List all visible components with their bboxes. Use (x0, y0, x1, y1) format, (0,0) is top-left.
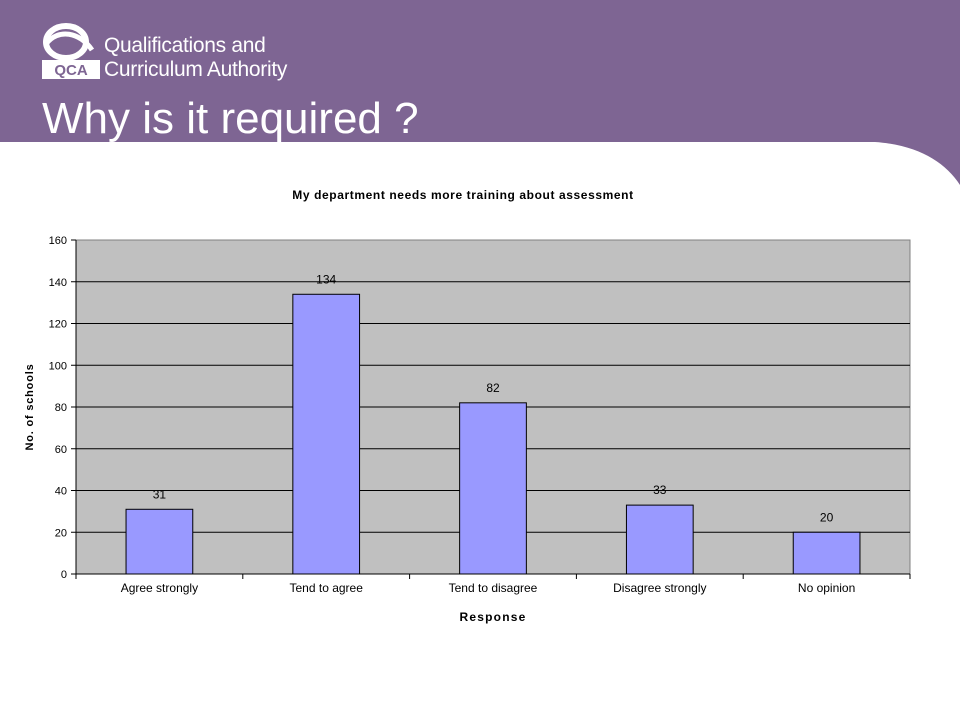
x-tick-label: Agree strongly (121, 581, 198, 595)
bar-chart: My department needs more training about … (24, 188, 911, 624)
y-tick-label: 100 (49, 360, 67, 372)
data-label: 31 (153, 487, 167, 501)
bar (792, 531, 861, 575)
y-tick-label: 80 (55, 402, 67, 414)
bar (459, 402, 527, 575)
bar (292, 293, 361, 575)
slide-title: Why is it required ? (42, 94, 419, 143)
x-tick-label: No opinion (798, 581, 855, 595)
x-tick-label: Tend to agree (290, 581, 364, 595)
data-label: 33 (653, 483, 667, 497)
y-tick-label: 160 (49, 235, 67, 247)
y-axis-label: No. of schools (24, 364, 36, 451)
x-tick-label: Tend to disagree (449, 581, 538, 595)
y-tick-label: 0 (61, 569, 67, 581)
data-label: 134 (316, 272, 336, 286)
y-tick-label: 140 (49, 277, 67, 289)
y-tick-label: 40 (55, 486, 67, 498)
logo-text: QCA (54, 62, 88, 79)
chart-title: My department needs more training about … (292, 188, 633, 202)
y-axis: 0 20 40 60 80 100 120 140 160 (49, 235, 77, 581)
y-tick-label: 60 (55, 444, 67, 456)
bar (625, 504, 694, 575)
org-name-line1: Qualifications and (104, 34, 266, 57)
banner-shape (0, 0, 960, 185)
bars: 31 134 82 33 20 (125, 272, 861, 575)
data-label: 20 (820, 510, 834, 524)
bar (125, 508, 194, 575)
org-name-line2: Curriculum Authority (104, 58, 288, 81)
x-axis-label: Response (460, 610, 527, 624)
x-tick-label: Disagree strongly (613, 581, 706, 595)
header-banner (0, 0, 960, 185)
y-tick-label: 120 (49, 319, 67, 331)
data-label: 82 (486, 381, 500, 395)
y-tick-label: 20 (55, 527, 67, 539)
qca-logo-icon: QCA (42, 23, 100, 79)
x-axis: Agree strongly Tend to agree Tend to disag… (75, 573, 911, 595)
